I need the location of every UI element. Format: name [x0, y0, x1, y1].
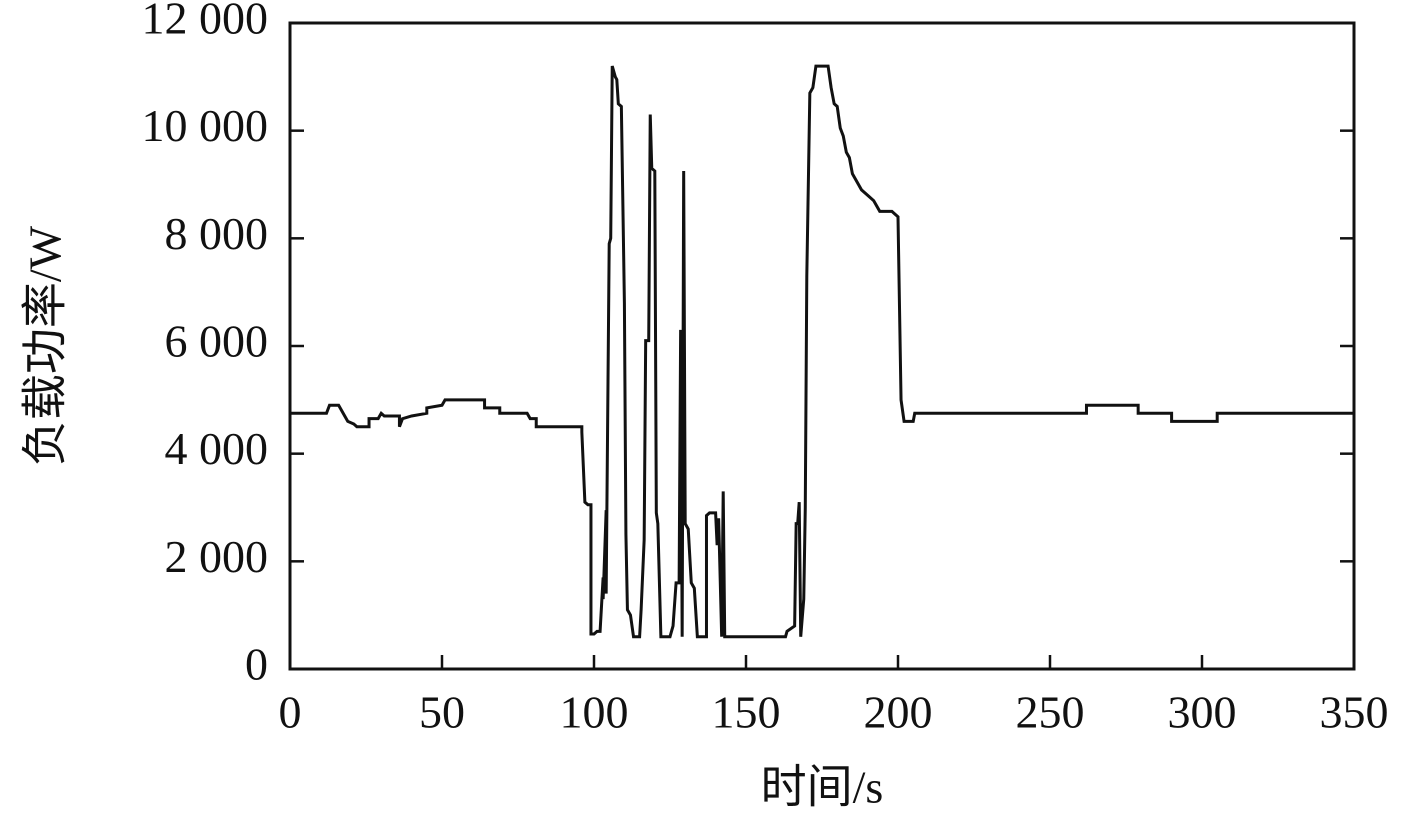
x-tick-label: 300 — [1168, 687, 1237, 738]
y-tick-label: 0 — [245, 639, 268, 690]
y-tick-label: 6 000 — [165, 316, 269, 367]
y-tick-label: 4 000 — [165, 423, 269, 474]
x-tick-label: 0 — [279, 687, 302, 738]
x-tick-label: 100 — [560, 687, 629, 738]
x-tick-label: 250 — [1016, 687, 1085, 738]
x-tick-label: 150 — [712, 687, 781, 738]
data-line — [290, 64, 1354, 639]
plot-frame — [288, 21, 1356, 671]
x-tick-label: 50 — [419, 687, 465, 738]
y-tick-label: 10 000 — [142, 100, 269, 151]
y-tick-label: 2 000 — [165, 531, 269, 582]
y-axis-label: 负载功率/W — [20, 225, 71, 466]
x-tick-label: 350 — [1320, 687, 1389, 738]
x-axis-label: 时间/s — [761, 762, 884, 813]
x-tick-label: 200 — [864, 687, 933, 738]
y-tick-label: 12 000 — [142, 0, 269, 44]
y-tick-label: 8 000 — [165, 208, 269, 259]
